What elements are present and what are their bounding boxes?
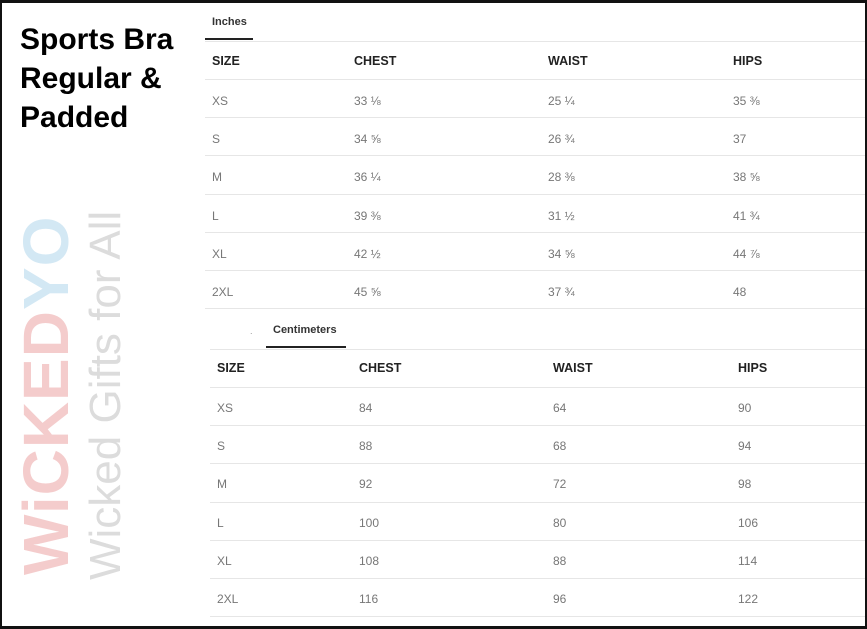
size-cell: M [217, 477, 227, 492]
watermark-tagline: Wicked Gifts for All [81, 210, 130, 580]
size-cell: L [212, 208, 219, 223]
row-divider [210, 616, 867, 617]
tab-inches[interactable]: Inches [212, 16, 247, 28]
measurement-cell: 96 [553, 592, 567, 606]
row-divider [205, 308, 867, 309]
measurement-cell: 34 ⅝ [354, 132, 381, 147]
measurement-cell: 84 [359, 401, 373, 415]
measurement-cell: 28 ⅜ [548, 170, 575, 185]
divider [210, 349, 867, 350]
row-divider [205, 155, 867, 156]
title-line: Padded [20, 101, 129, 134]
size-cell: XS [212, 94, 229, 108]
measurement-cell: 88 [553, 553, 567, 568]
size-cell: S [217, 439, 226, 454]
size-cell: XL [217, 553, 232, 568]
row-divider [210, 425, 867, 426]
measurement-cell: 36 ¼ [354, 170, 381, 185]
measurement-cell: 48 [733, 285, 747, 299]
measurement-cell: 35 ⅜ [733, 94, 760, 108]
measurement-cell: 34 ⅝ [548, 246, 575, 261]
column-header: WAIST [553, 361, 593, 375]
measurement-cell: 92 [359, 477, 373, 492]
measurement-cell: 37 ¾ [548, 285, 575, 299]
measurement-cell: 100 [359, 515, 380, 530]
tab-separator-dot: . [250, 326, 253, 336]
measurement-cell: 37 [733, 132, 747, 147]
size-cell: 2XL [217, 592, 239, 606]
size-cell: S [212, 132, 221, 147]
measurement-cell: 116 [359, 592, 379, 606]
measurement-cell: 88 [359, 439, 373, 454]
watermark-logo-pink: WiCKED [10, 310, 82, 575]
measurement-cell: 98 [738, 477, 752, 492]
measurement-cell: 122 [738, 592, 759, 606]
row-divider [210, 578, 867, 579]
measurement-cell: 31 ½ [548, 208, 575, 223]
measurement-cell: 45 ⅝ [354, 285, 381, 299]
row-divider [205, 232, 867, 233]
measurement-cell: 64 [553, 401, 567, 415]
row-divider [210, 502, 867, 503]
measurement-cell: 38 ⅝ [733, 170, 760, 185]
size-cell: XS [217, 401, 234, 415]
measurement-cell: 108 [359, 553, 380, 568]
measurement-cell: 94 [738, 439, 752, 454]
row-divider [210, 463, 867, 464]
size-cell: XL [212, 246, 227, 261]
title-line: Sports Bra [20, 23, 174, 56]
measurement-cell: 39 ⅜ [354, 208, 381, 223]
measurement-cell: 80 [553, 515, 567, 530]
column-header: SIZE [212, 54, 240, 68]
measurement-cell: 26 ¾ [548, 132, 575, 147]
page-title: Sports Bra Regular & Padded [20, 20, 173, 137]
measurement-cell: 72 [553, 477, 567, 492]
measurement-cell: 44 ⅞ [733, 246, 760, 261]
measurement-cell: 68 [553, 439, 567, 454]
row-divider [210, 540, 867, 541]
measurement-cell: 90 [738, 401, 752, 415]
row-divider [205, 194, 867, 195]
row-divider [205, 270, 867, 271]
measurement-cell: 106 [738, 515, 759, 530]
tab-centimeters[interactable]: Centimeters [273, 324, 337, 336]
watermark-logo-blue: YO [10, 215, 82, 311]
active-tab-indicator [266, 346, 346, 348]
column-header: CHEST [354, 54, 397, 68]
title-line: Regular & [20, 62, 162, 95]
column-header: HIPS [738, 361, 768, 375]
divider [205, 79, 867, 80]
active-tab-indicator [205, 38, 253, 40]
row-divider [205, 117, 867, 118]
column-header: WAIST [548, 54, 588, 68]
measurement-cell: 33 ⅛ [354, 94, 381, 108]
watermark-logo: WiCKEDYO [10, 216, 82, 575]
column-header: CHEST [359, 361, 402, 375]
measurement-cell: 41 ¾ [733, 208, 760, 223]
size-cell: 2XL [212, 285, 234, 299]
measurement-cell: 25 ¼ [548, 94, 575, 108]
column-header: SIZE [217, 361, 245, 375]
size-cell: L [217, 515, 224, 530]
divider [210, 387, 867, 388]
size-cell: M [212, 170, 222, 185]
divider [205, 41, 867, 42]
column-header: HIPS [733, 54, 763, 68]
measurement-cell: 42 ½ [354, 246, 381, 261]
measurement-cell: 114 [738, 553, 758, 568]
